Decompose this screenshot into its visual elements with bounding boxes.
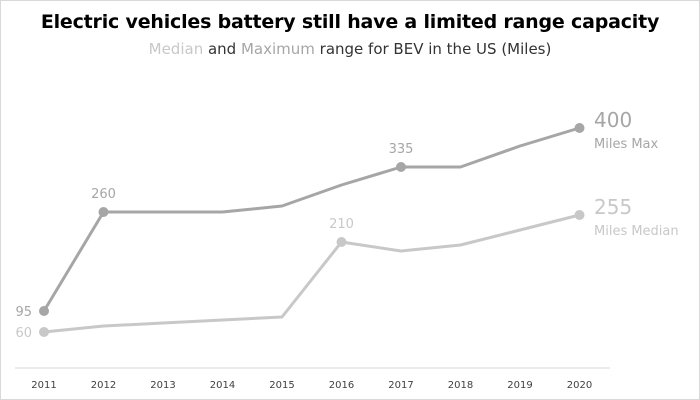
x-tick-label-2014: 2014 [210,380,235,391]
data-label-max-2012: 260 [91,187,116,202]
data-label-median-2016: 210 [329,217,354,232]
series-line-max [42,126,580,312]
data-label-max-2017: 335 [389,142,414,157]
x-tick-label-2016: 2016 [329,380,354,391]
end-value-max: 400 [594,108,632,132]
data-label-median-2011: 60 [15,326,32,341]
x-tick-label-2020: 2020 [567,380,592,391]
x-tick-label-2017: 2017 [388,380,413,391]
data-point-max-2017 [396,162,406,172]
series-line-median [43,213,580,334]
data-point-median-2020 [574,210,585,220]
data-point-max-2012 [98,207,109,217]
end-name-max: Miles Max [594,137,659,152]
data-point-median-2011 [39,327,49,337]
data-point-max-2020 [574,123,585,133]
subtitle-rest: range for BEV in the US (Miles) [314,40,552,58]
chart-title: Electric vehicles battery still have a l… [40,11,660,33]
x-tick-label-2011: 2011 [31,380,56,391]
x-tick-label-2015: 2015 [269,380,294,391]
x-tick-label-2012: 2012 [91,380,116,391]
subtitle-and: and [203,40,241,58]
x-tick-label-2018: 2018 [448,380,473,391]
subtitle-median-word: Median [148,40,204,58]
chart-subtitle: Median and Maximum range for BEV in the … [0,40,700,58]
data-point-max-2011 [39,306,49,316]
data-point-median-2016 [336,237,347,247]
subtitle-maximum-word: Maximum [240,40,315,58]
x-tick-label-2019: 2019 [507,380,532,391]
end-value-median: 255 [594,195,632,219]
end-name-median: Miles Median [594,224,679,239]
data-label-max-2011: 95 [15,305,32,320]
x-tick-label-2013: 2013 [150,380,175,391]
